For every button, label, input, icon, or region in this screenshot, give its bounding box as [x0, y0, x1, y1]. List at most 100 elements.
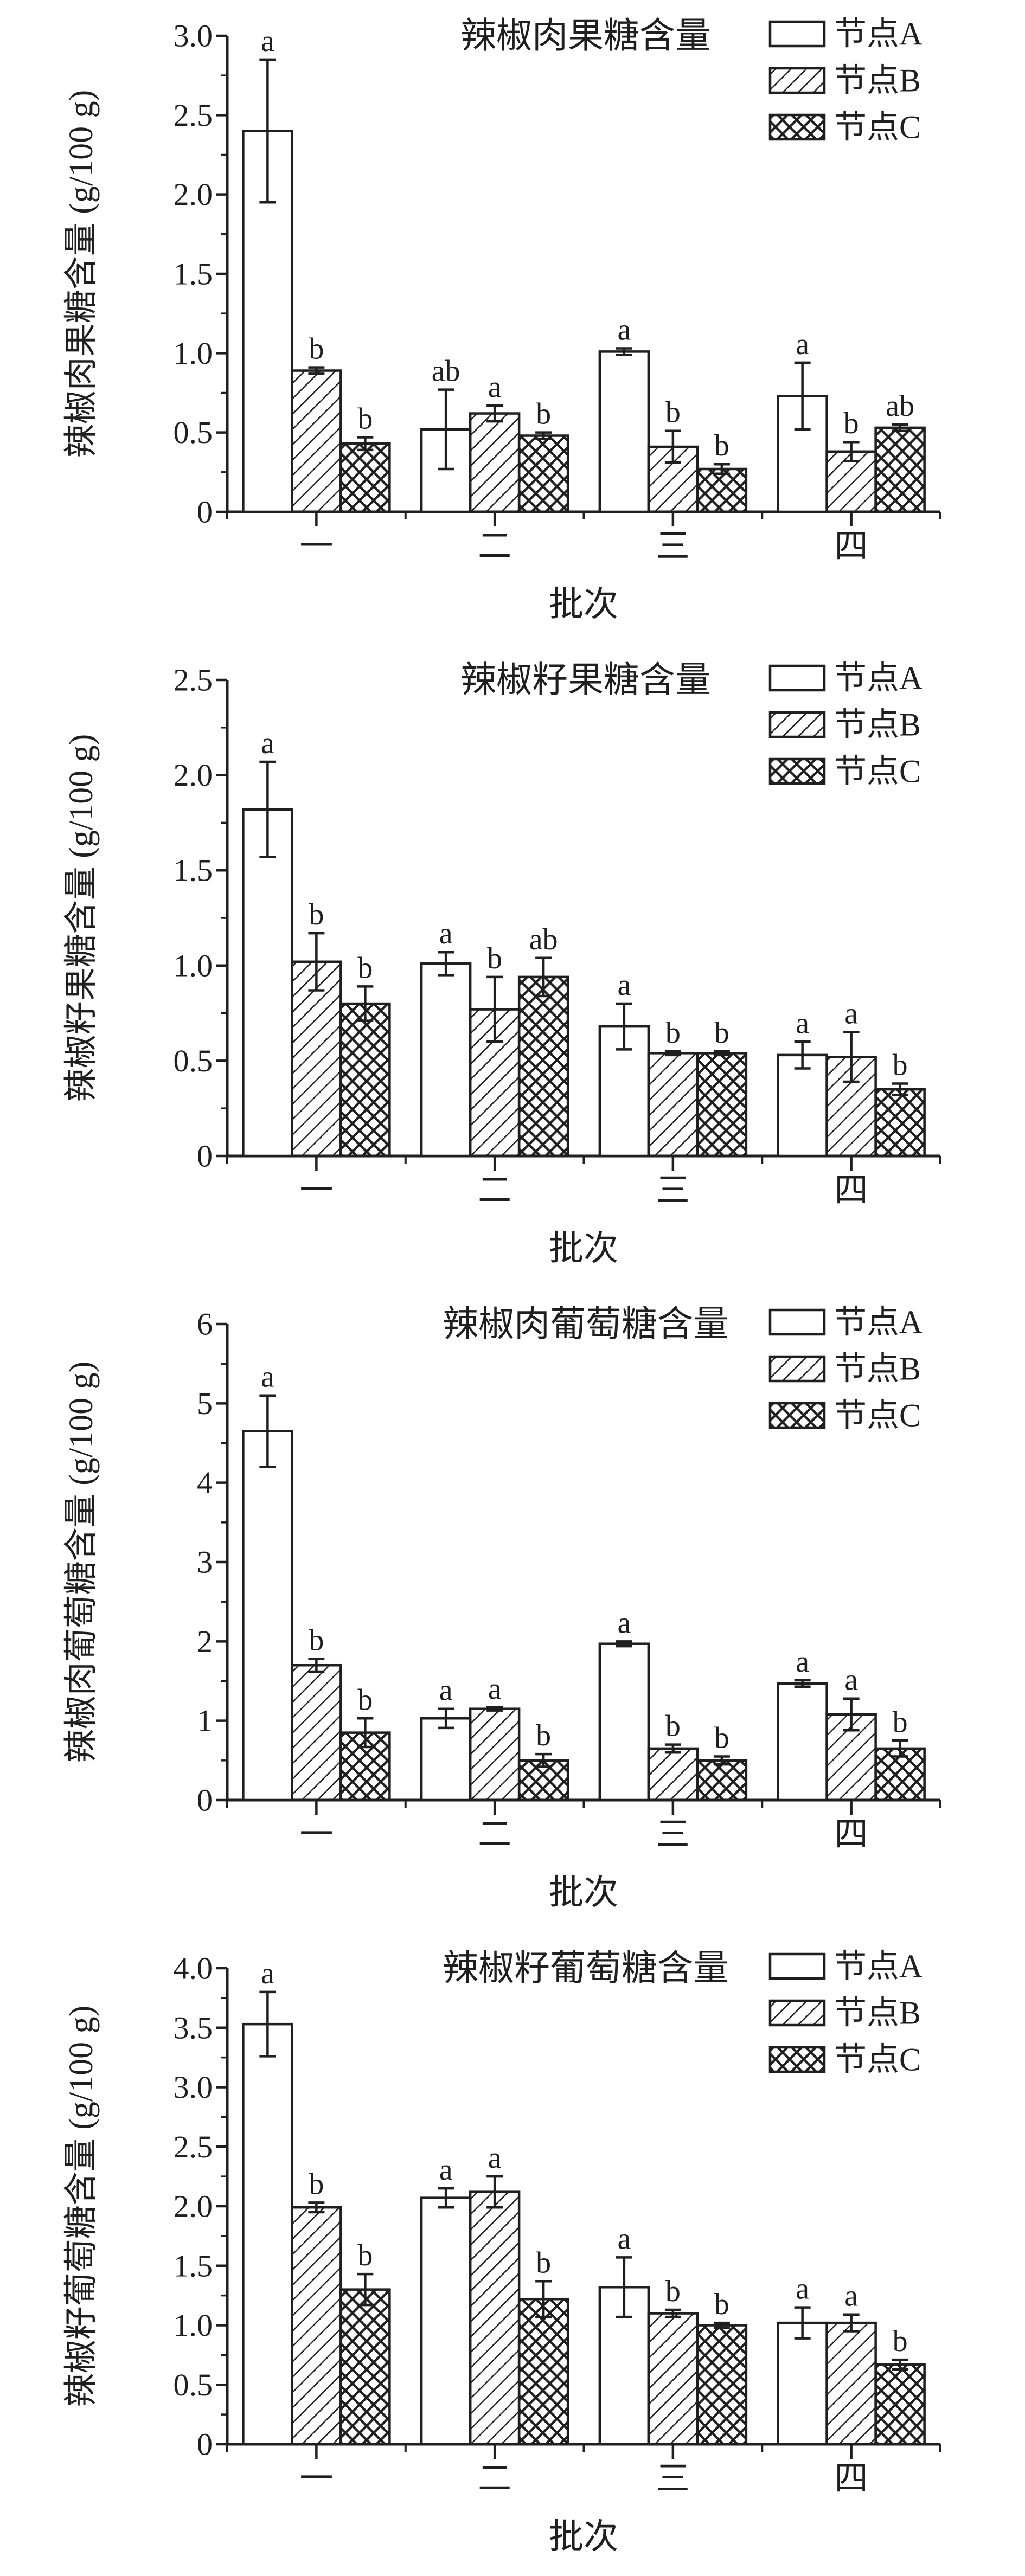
- legend-label: 节点A: [834, 1949, 922, 1984]
- y-tick-label: 1.0: [174, 948, 213, 983]
- y-tick-label: 6: [197, 1307, 213, 1342]
- bar-series2-batch1: [291, 1663, 342, 1802]
- x-axis-title: 批次: [549, 585, 618, 624]
- category-label: 四: [835, 2461, 868, 2497]
- y-tick-label: 2.5: [174, 98, 213, 133]
- bar-series1-batch2: [420, 1717, 472, 1802]
- sig-letter: a: [617, 313, 631, 347]
- flesh-fructose-chart-svg: 0 0.5 1.0 1.5 2.0 2.5 3.0 一 二 三 四批次 辣椒肉果糖含量 (g/100 …: [63, 16, 941, 624]
- sig-letter: b: [536, 2246, 551, 2279]
- sig-letter: a: [796, 327, 809, 361]
- sig-letter: a: [261, 727, 274, 760]
- y-axis-title: 辣椒籽葡萄糖含量 (g/100 g): [63, 2006, 100, 2407]
- bar-series3-batch1: [339, 1002, 391, 1158]
- bar-series3-batch4: [874, 426, 926, 513]
- y-tick-label: 0: [197, 2427, 213, 2462]
- category-label: 一: [299, 2461, 333, 2497]
- legend-label: 节点A: [834, 1305, 922, 1340]
- chart-panel-seed-glucose: 0 0.5 1.0 1.5 2.0 2.5 3.0 3.5 4.0 一 二 三 四批次 辣椒籽葡萄糖含量 …: [0, 1932, 1025, 2576]
- category-label: 四: [835, 1172, 868, 1209]
- category-label: 三: [656, 1172, 690, 1209]
- category-label: 三: [656, 2461, 690, 2497]
- legend-label: 节点C: [834, 754, 921, 789]
- sig-letter: ab: [529, 923, 558, 956]
- bar-series2-batch3: [647, 1052, 699, 1158]
- legend-swatch-node-a: [768, 20, 826, 48]
- sig-letter: b: [309, 1624, 324, 1658]
- category-label: 三: [656, 528, 690, 565]
- sig-letter: a: [439, 1674, 453, 1707]
- legend-label: 节点A: [834, 16, 922, 52]
- sig-letter: a: [488, 370, 502, 404]
- y-tick-label: 5: [197, 1386, 213, 1421]
- bar-series2-batch1: [291, 2206, 342, 2446]
- sig-letter: a: [439, 917, 453, 950]
- y-tick-label: 1.5: [174, 256, 213, 292]
- sig-letter: a: [796, 2272, 809, 2306]
- sig-letter: a: [488, 2141, 502, 2175]
- chart-panel-flesh-glucose: 0 1 2 3 4 5 6 一二三四批次 辣椒肉葡萄糖含量 (g/100 g) 辣椒肉葡萄糖含量节…: [0, 1288, 1025, 1932]
- sig-letter: b: [665, 2275, 681, 2308]
- sig-letter: ab: [432, 355, 460, 388]
- legend-swatch-node-a: [768, 1952, 826, 1980]
- flesh-glucose-chart-svg: 0123456一二三四批次辣椒肉葡萄糖含量 (g/100 g)辣椒肉葡萄糖含量节…: [63, 1305, 941, 1912]
- seed-glucose-chart-svg: 0 0.5 1.0 1.5 2.0 2.5 3.0 3.5 4.0 一 二 三 四批次 辣椒籽葡萄糖含量 …: [63, 1949, 941, 2556]
- category-label: 二: [478, 1172, 511, 1209]
- sig-letter: a: [617, 1606, 631, 1640]
- sig-letter: b: [844, 407, 859, 440]
- sig-letter: b: [714, 429, 729, 462]
- sig-letter: b: [714, 2288, 729, 2321]
- bar-series3-batch3: [696, 1759, 748, 1802]
- sig-letter: b: [536, 397, 551, 431]
- sig-letter: b: [665, 1710, 681, 1743]
- y-tick-label: 2.5: [174, 663, 213, 698]
- bar-series2-batch1: [291, 960, 342, 1158]
- legend-label: 节点B: [834, 1351, 921, 1387]
- sig-letter: a: [617, 2222, 631, 2256]
- legend-swatch-node-c: [768, 2046, 826, 2073]
- y-tick-label: 2.0: [174, 177, 213, 212]
- sig-letter: a: [261, 24, 274, 58]
- bar-series1-batch2: [420, 2196, 472, 2446]
- sig-letter: b: [357, 2239, 373, 2272]
- y-tick-label: 2.0: [174, 2189, 213, 2224]
- legend-label: 节点B: [834, 1995, 921, 2031]
- sig-letter: a: [261, 1360, 274, 1394]
- legend-swatch-node-c: [768, 757, 826, 785]
- bar-series2-batch3: [647, 2312, 699, 2446]
- y-tick-label: 3: [197, 1545, 213, 1580]
- legend-label: 节点C: [834, 2042, 921, 2078]
- y-axis-title: 辣椒肉葡萄糖含量 (g/100 g): [63, 1361, 100, 1763]
- y-tick-label: 2: [197, 1624, 213, 1659]
- bar-series1-batch1: [242, 1430, 293, 1802]
- sig-letter: ab: [886, 389, 914, 423]
- y-tick-label: 2.5: [174, 2129, 213, 2164]
- x-axis-title: 批次: [549, 2517, 618, 2556]
- sig-letter: b: [357, 951, 373, 985]
- sig-letter: b: [893, 2324, 908, 2358]
- legend-label: 节点B: [834, 707, 921, 743]
- legend-swatch-node-b: [768, 1355, 826, 1383]
- sig-letter: b: [309, 2167, 324, 2201]
- sig-letter: b: [536, 1719, 551, 1752]
- chart-title: 辣椒肉果糖含量: [460, 16, 711, 56]
- y-tick-label: 0: [197, 1783, 213, 1818]
- sig-letter: a: [844, 2279, 858, 2313]
- category-label: 二: [478, 528, 511, 565]
- y-tick-label: 4.0: [174, 1951, 213, 1986]
- legend-label: 节点C: [834, 1398, 921, 1434]
- sig-letter: b: [665, 396, 681, 429]
- bar-series3-batch3: [696, 1052, 748, 1158]
- y-tick-label: 3.0: [174, 2070, 213, 2105]
- category-label: 一: [299, 528, 333, 565]
- sig-letter: b: [309, 332, 324, 366]
- bar-series3-batch2: [517, 2297, 569, 2446]
- bar-series3-batch1: [339, 2288, 391, 2446]
- y-tick-label: 2.0: [174, 757, 213, 793]
- sig-letter: a: [439, 2153, 453, 2187]
- y-tick-label: 1: [197, 1703, 213, 1738]
- y-tick-label: 0: [197, 1139, 213, 1174]
- legend-swatch-node-a: [768, 664, 826, 692]
- sig-letter: b: [893, 1049, 908, 1082]
